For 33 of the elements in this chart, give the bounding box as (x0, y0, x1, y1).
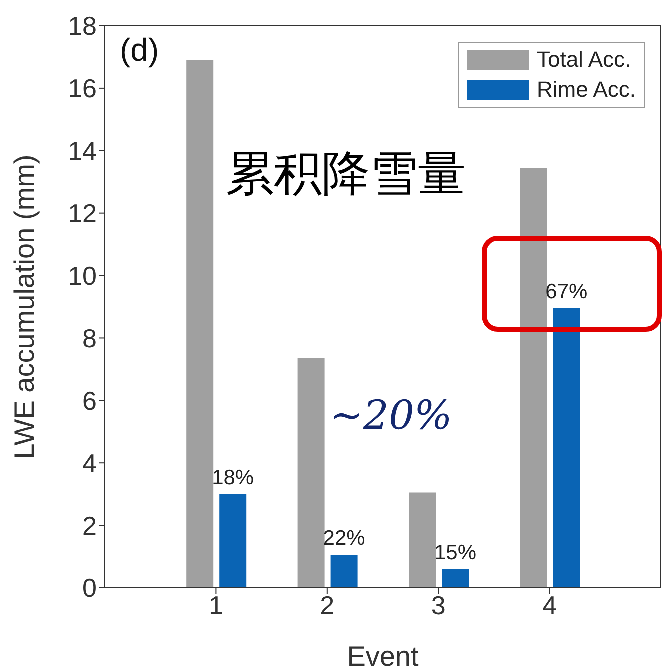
annotation: ∼20% (330, 393, 452, 439)
annotation: 18% (212, 466, 254, 490)
annotation: 22% (323, 527, 366, 550)
bar (220, 494, 247, 588)
x-axis-title: Event (347, 641, 420, 670)
y-tick-label: 2 (82, 510, 97, 541)
bar (330, 555, 358, 588)
annotation: (d) (120, 32, 160, 68)
y-tick-label: 0 (82, 573, 97, 604)
annotation: 累积降雪量 (226, 146, 466, 202)
bar (186, 60, 214, 588)
y-tick-label: 8 (82, 323, 97, 354)
bar (553, 308, 580, 588)
bar (442, 569, 469, 588)
y-tick-label: 18 (68, 11, 97, 42)
y-tick-label: 6 (82, 386, 97, 416)
y-tick-label: 12 (68, 198, 97, 229)
legend-label: Rime Acc. (536, 76, 636, 104)
bar (409, 492, 436, 588)
y-axis-title: LWE accumulation (mm) (8, 154, 40, 460)
x-tick-label: 1 (208, 590, 224, 620)
x-tick-label: 4 (542, 590, 558, 620)
annotation: 67% (546, 280, 588, 304)
legend-label: Total Acc. (536, 46, 632, 74)
y-tick-label: 10 (68, 261, 97, 292)
x-tick-label: 3 (431, 590, 446, 620)
y-tick-label: 16 (68, 74, 97, 104)
y-tick-label: 4 (82, 448, 97, 478)
y-tick-label: 14 (68, 136, 97, 166)
bar (520, 168, 548, 588)
x-tick-label: 2 (320, 590, 335, 620)
annotation: 15% (434, 541, 477, 564)
bar (298, 358, 325, 588)
